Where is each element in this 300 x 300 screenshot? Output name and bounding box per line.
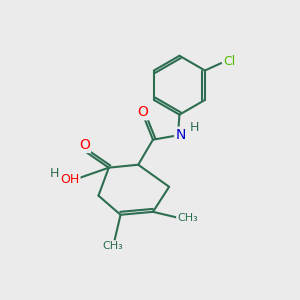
Text: O: O bbox=[79, 138, 90, 152]
Text: H: H bbox=[190, 122, 199, 134]
Text: N: N bbox=[175, 128, 185, 142]
Text: Cl: Cl bbox=[223, 55, 236, 68]
Text: O: O bbox=[137, 105, 148, 119]
Text: CH₃: CH₃ bbox=[103, 241, 124, 251]
Text: CH₃: CH₃ bbox=[177, 213, 198, 223]
Text: H: H bbox=[50, 167, 59, 180]
Text: OH: OH bbox=[60, 173, 80, 186]
